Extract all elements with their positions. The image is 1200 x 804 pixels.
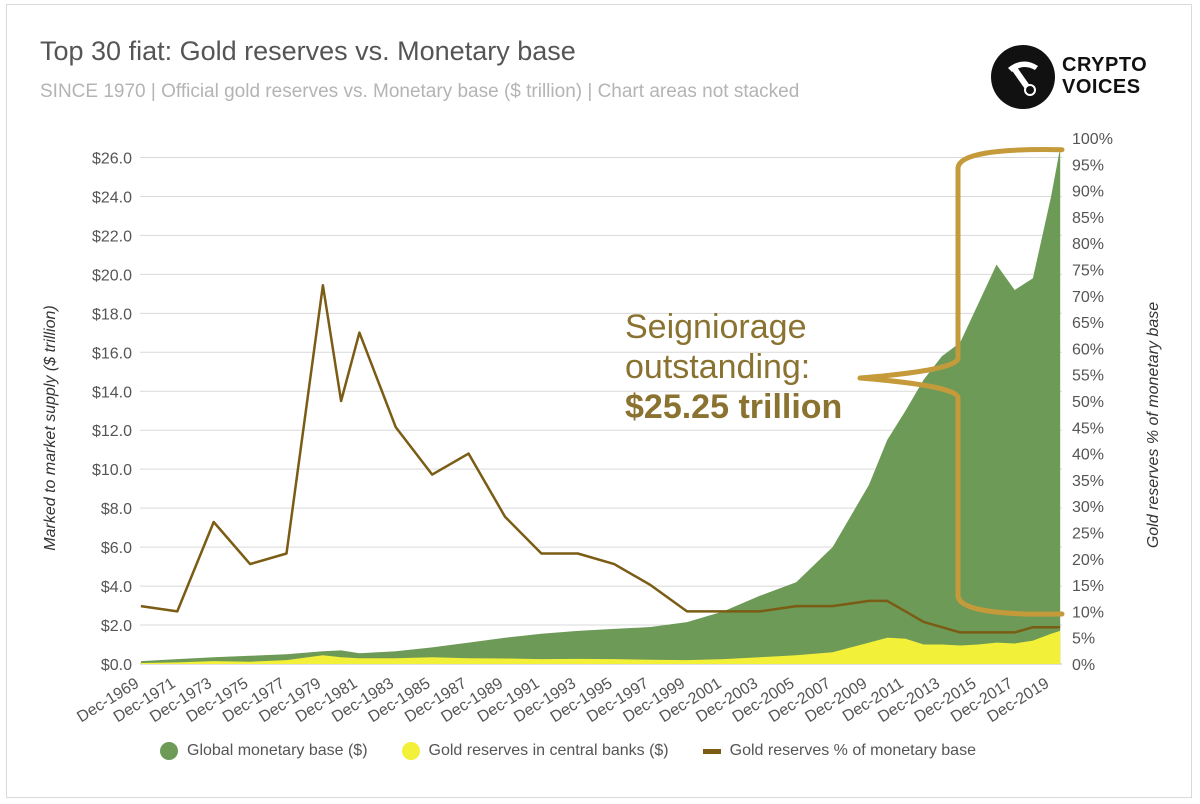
legend-swatch-gold-reserves	[401, 742, 420, 760]
legend-item-gold-pct: Gold reserves % of monetary base	[702, 742, 976, 760]
pickaxe-icon	[991, 45, 1055, 109]
y-tick-label: $16.0	[92, 345, 132, 362]
y2-tick-label: 80%	[1072, 236, 1104, 253]
annotation-line1: Seigniorage	[625, 308, 807, 346]
annotation-value: $25.25 trillion	[625, 388, 843, 426]
y-axis-title: Marked to market supply ($ trillion)	[42, 305, 59, 550]
y-tick-label: $26.0	[92, 150, 132, 167]
area-series	[140, 147, 1061, 664]
y2-tick-label: 0%	[1072, 657, 1095, 674]
annotation-line2: outstanding:	[625, 348, 811, 386]
y2-tick-label: 15%	[1072, 578, 1104, 595]
right-axis-ticks: 0% 5% 10% 15% 20% 25% 30% 35% 40% 45% 50% 55% 60% 65%…	[1072, 131, 1113, 674]
y2-tick-label: 45%	[1072, 420, 1104, 437]
logo-text-line2: VOICES	[1062, 76, 1141, 98]
y-tick-label: $20.0	[92, 267, 132, 284]
legend: Global monetary base ($) Gold reserves i…	[160, 742, 976, 760]
y2-tick-label: 90%	[1072, 184, 1104, 201]
logo-text-line1: CRYPTO	[1062, 54, 1148, 76]
legend-label: Global monetary base ($)	[187, 742, 368, 759]
legend-item-monetary-base: Global monetary base ($)	[160, 742, 368, 760]
y2-tick-label: 60%	[1072, 341, 1104, 358]
y2-tick-label: 55%	[1072, 368, 1104, 385]
area-global-monetary-base	[140, 147, 1061, 664]
y2-tick-label: 20%	[1072, 552, 1104, 569]
crypto-voices-logo: CRYPTO VOICES	[990, 44, 1160, 114]
y-tick-label: $0.0	[101, 657, 132, 674]
y2-axis-title: Gold reserves % of monetary base	[1145, 302, 1162, 548]
line-series	[140, 284, 1061, 634]
y2-tick-label: 70%	[1072, 289, 1104, 306]
y2-tick-label: 5%	[1072, 631, 1095, 648]
y2-tick-label: 65%	[1072, 315, 1104, 332]
y-tick-label: $12.0	[92, 423, 132, 440]
legend-label: Gold reserves % of monetary base	[729, 742, 976, 759]
y-tick-label: $2.0	[101, 618, 132, 635]
seigniorage-bracket-path	[857, 147, 1065, 617]
y-tick-label: $6.0	[101, 540, 132, 557]
legend-swatch-gold-pct	[702, 748, 721, 754]
y2-tick-label: 85%	[1072, 210, 1104, 227]
y2-tick-label: 25%	[1072, 526, 1104, 543]
legend-item-gold-reserves: Gold reserves in central banks ($)	[401, 742, 669, 760]
y-tick-label: $18.0	[92, 306, 132, 323]
left-axis-ticks: $0.0 $2.0 $4.0 $6.0 $8.0 $10.0 $12.0 $14.0 $16.0…	[92, 150, 132, 674]
y2-tick-label: 40%	[1072, 447, 1104, 464]
y2-tick-label: 50%	[1072, 394, 1104, 411]
legend-label: Gold reserves in central banks ($)	[428, 742, 669, 759]
seigniorage-bracket	[857, 147, 1065, 617]
area-gold-reserves	[140, 630, 1061, 664]
y-tick-label: $14.0	[92, 384, 132, 401]
seigniorage-annotation: Seigniorage outstanding: $25.25 trillion	[625, 307, 842, 427]
chart-subtitle: SINCE 1970 | Official gold reserves vs. …	[40, 81, 800, 102]
chart-frame	[6, 4, 1192, 798]
chart-plot: $0.0 $2.0 $4.0 $6.0 $8.0 $10.0 $12.0 $14.0 $16.0…	[42, 131, 1162, 726]
y2-tick-label: 35%	[1072, 473, 1104, 490]
chart-title: Top 30 fiat: Gold reserves vs. Monetary …	[40, 36, 576, 66]
y2-tick-label: 30%	[1072, 499, 1104, 516]
y-tick-label: $22.0	[92, 228, 132, 245]
y-tick-label: $8.0	[101, 501, 132, 518]
y-tick-label: $24.0	[92, 189, 132, 206]
y2-tick-label: 75%	[1072, 263, 1104, 280]
line-gold-reserves-pct	[140, 284, 1061, 634]
y2-tick-label: 100%	[1072, 131, 1113, 148]
y2-tick-label: 10%	[1072, 604, 1104, 621]
y-tick-label: $10.0	[92, 462, 132, 479]
x-axis-ticks: Dec-1969Dec-1971Dec-1973Dec-1975Dec-1977…	[74, 675, 1052, 726]
legend-swatch-monetary-base	[160, 742, 178, 760]
y-tick-label: $4.0	[101, 579, 132, 596]
y2-tick-label: 95%	[1072, 157, 1104, 174]
